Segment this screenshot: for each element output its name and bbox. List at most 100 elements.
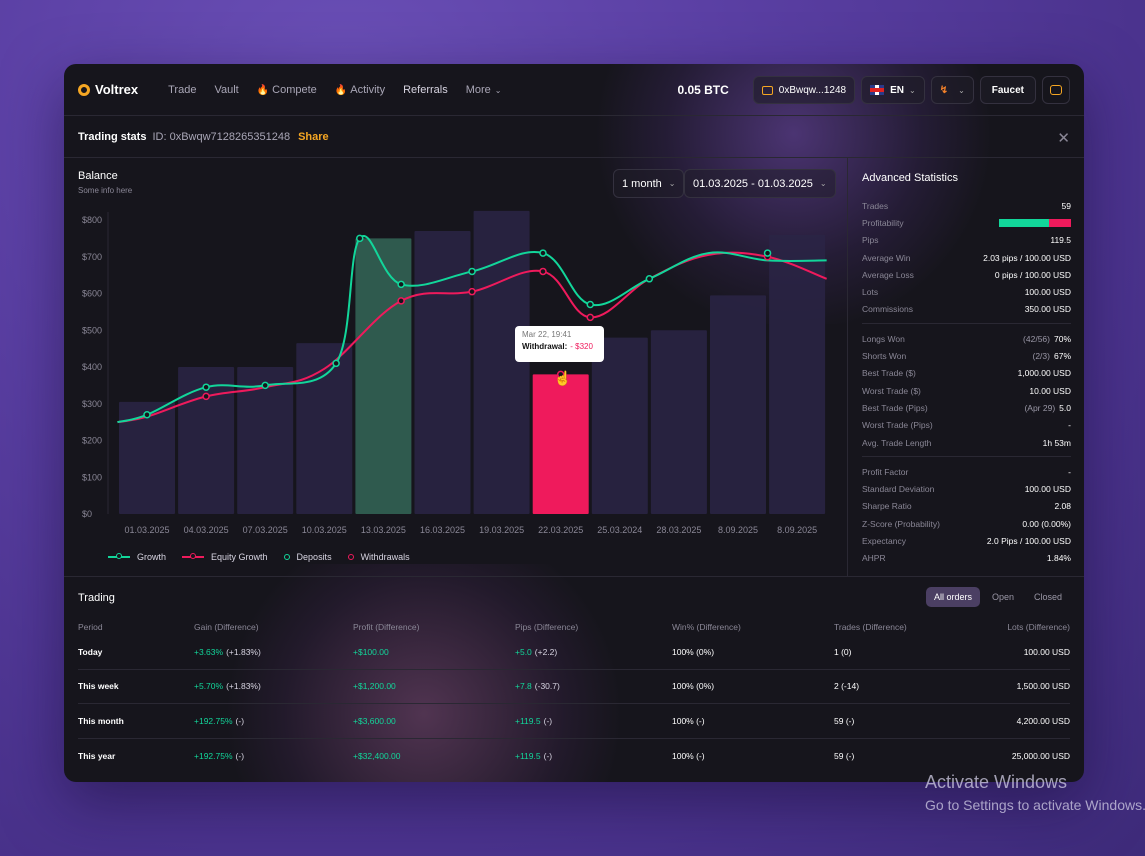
legend-deposits[interactable]: Deposits (283, 552, 332, 562)
table-cell: +119.5 (-) (515, 751, 672, 761)
table-cell: +5.0 (+2.2) (515, 647, 672, 657)
balance-bar (591, 337, 648, 514)
table-cell: This year (78, 751, 194, 761)
table-row[interactable]: Today +3.63% (+1.83%) +$100.00 +5.0 (+2.2) 100… (78, 635, 1070, 670)
chevron-down-icon: ⌄ (494, 85, 502, 95)
faucet-button[interactable]: Faucet (979, 76, 1036, 104)
deposit-point (586, 300, 594, 309)
period-cell: This week (78, 681, 119, 692)
legend-growth[interactable]: Growth (108, 552, 166, 562)
table-header: Period Gain (Difference) Profit (Differe… (78, 619, 1070, 635)
tooltip-value: - $320 (570, 342, 593, 351)
period-cell: Today (78, 646, 103, 657)
stat-value: 10.00 USD (1029, 386, 1071, 396)
y-tick-label: $800 (82, 215, 102, 225)
stat-detail: (42/56) (1023, 333, 1050, 344)
stat-value: 1h 53m (1043, 438, 1071, 448)
stats-header: Trading stats ID: 0xBwqw7128265351248 Sh… (64, 116, 1084, 158)
withdrawal-point (202, 392, 210, 401)
table-cell: +7.8 (-30.7) (515, 681, 672, 691)
tab-closed[interactable]: Closed (1033, 592, 1062, 602)
share-link[interactable]: Share (298, 130, 329, 143)
table-cell: 100% (0%) (672, 681, 834, 691)
x-tick-label: 25.03.2024 (597, 525, 642, 535)
col-trades[interactable]: Trades (Difference) (834, 622, 907, 632)
win-value: 100% (-) (672, 750, 705, 761)
trading-stats-window: Voltrex Trade Vault 🔥 Compete 🔥 Activity R… (64, 64, 1084, 782)
close-icon[interactable]: ✕ (1057, 130, 1070, 147)
legend-equity[interactable]: Equity Growth (182, 552, 268, 562)
stat-label: Expectancy (862, 535, 906, 546)
legend-withdrawals[interactable]: Withdrawals (347, 552, 410, 562)
stat-row: Worst Trade ($) 10.00 USD (862, 382, 1071, 399)
nav-link-compete-label: Compete (272, 83, 317, 96)
nav-link-vault[interactable]: Vault (214, 83, 239, 96)
wallet-icon (761, 85, 773, 95)
stat-value: 1.84% (1047, 553, 1071, 563)
account-id: ID: 0xBwqw7128265351248 (152, 130, 291, 143)
stat-label: AHPR (862, 553, 886, 564)
col-profit[interactable]: Profit (Difference) (353, 622, 420, 632)
period-cell: This year (78, 750, 116, 761)
stat-value: - (1068, 467, 1071, 477)
period-select-value: 1 month (622, 177, 662, 190)
balance-chart-panel: $0 $100 $200 $300 $400 $500 $600 $700 $800 01.03.… (64, 158, 848, 576)
stat-value: (Apr 29) 5.0 (1024, 403, 1071, 413)
gain-diff: (+1.83%) (226, 646, 261, 657)
col-win[interactable]: Win% (Difference) (672, 622, 741, 632)
stat-label: Profitability (862, 217, 904, 228)
language-select[interactable]: EN ⌄ (861, 76, 925, 104)
nav-link-more[interactable]: More ⌄ (466, 84, 502, 96)
table-row[interactable]: This month +192.75% (-) +$3,600.00 +119.5 (-)… (78, 704, 1070, 739)
balance-chart: $0 $100 $200 $300 $400 $500 $600 $700 $800 01.03.… (82, 210, 827, 535)
profit-value: +$1,200.00 (353, 681, 396, 692)
stat-row: Best Trade (Pips) (Apr 29) 5.0 (862, 399, 1071, 416)
tooltip-date: Mar 22, 19:41 (522, 330, 572, 339)
nav-link-activity[interactable]: 🔥 Activity (335, 84, 385, 96)
table-row[interactable]: This week +5.70% (+1.83%) +$1,200.00 +7.8 (-3… (78, 670, 1070, 704)
gain-value: +192.75% (194, 750, 233, 761)
balance-bar (473, 210, 530, 514)
withdrawal-point (556, 370, 565, 379)
legend-equity-label: Equity Growth (211, 552, 268, 562)
col-pips[interactable]: Pips (Difference) (515, 622, 579, 632)
wallet-button[interactable]: 0xBwqw...1248 (752, 76, 856, 104)
stat-value: 350.00 USD (1025, 304, 1071, 314)
stat-value: 2.08 (1054, 501, 1071, 511)
date-range-select[interactable]: 01.03.2025 - 01.03.2025 ⌄ (684, 169, 836, 198)
stat-row: Z-Score (Probability) 0.00 (0.00%) (862, 515, 1071, 532)
withdrawal-point (586, 313, 594, 322)
trading-table: Period Gain (Difference) Profit (Differe… (78, 619, 1070, 773)
tab-open[interactable]: Open (991, 592, 1014, 602)
pips-diff: (-30.7) (534, 681, 560, 692)
col-period[interactable]: Period (78, 622, 103, 632)
legend-deposits-label: Deposits (296, 552, 332, 562)
network-select[interactable]: ↯ ⌄ (930, 76, 974, 104)
stat-value-text: 1.84% (1046, 553, 1071, 564)
win-value: 100% (-) (672, 715, 705, 726)
top-navbar: Voltrex Trade Vault 🔥 Compete 🔥 Activity R… (64, 64, 1084, 116)
stat-value: 2.03 pips / 100.00 USD (983, 253, 1071, 263)
table-row[interactable]: This year +192.75% (-) +$32,400.00 +119.5 (-)… (78, 739, 1070, 774)
stat-detail: (Apr 29) (1024, 402, 1056, 413)
col-gain[interactable]: Gain (Difference) (194, 622, 259, 632)
trades-value: 2 (-14) (834, 681, 860, 692)
balance-bar (414, 231, 471, 514)
tab-all-orders[interactable]: All orders (925, 587, 980, 607)
brand-logo[interactable]: Voltrex (78, 82, 138, 97)
stat-row: Sharpe Ratio 2.08 (862, 498, 1071, 515)
stat-value: - (1068, 420, 1071, 430)
withdrawal-bar (532, 374, 589, 514)
col-lots[interactable]: Lots (Difference) (1007, 622, 1070, 632)
stat-value-text: - (1068, 466, 1071, 477)
stat-value-text: 119.5 (1050, 235, 1071, 246)
stat-label: Avg. Trade Length (862, 437, 932, 448)
stat-row: Avg. Trade Length 1h 53m (862, 434, 1071, 451)
stat-row: Profit Factor - (862, 463, 1071, 480)
nav-link-referrals[interactable]: Referrals (403, 83, 448, 96)
stat-value: 1,000.00 USD (1018, 368, 1071, 378)
nav-link-trade[interactable]: Trade (168, 83, 197, 96)
period-select[interactable]: 1 month ⌄ (613, 169, 685, 198)
nav-link-compete[interactable]: 🔥 Compete (257, 84, 317, 96)
chat-button[interactable] (1042, 76, 1070, 104)
